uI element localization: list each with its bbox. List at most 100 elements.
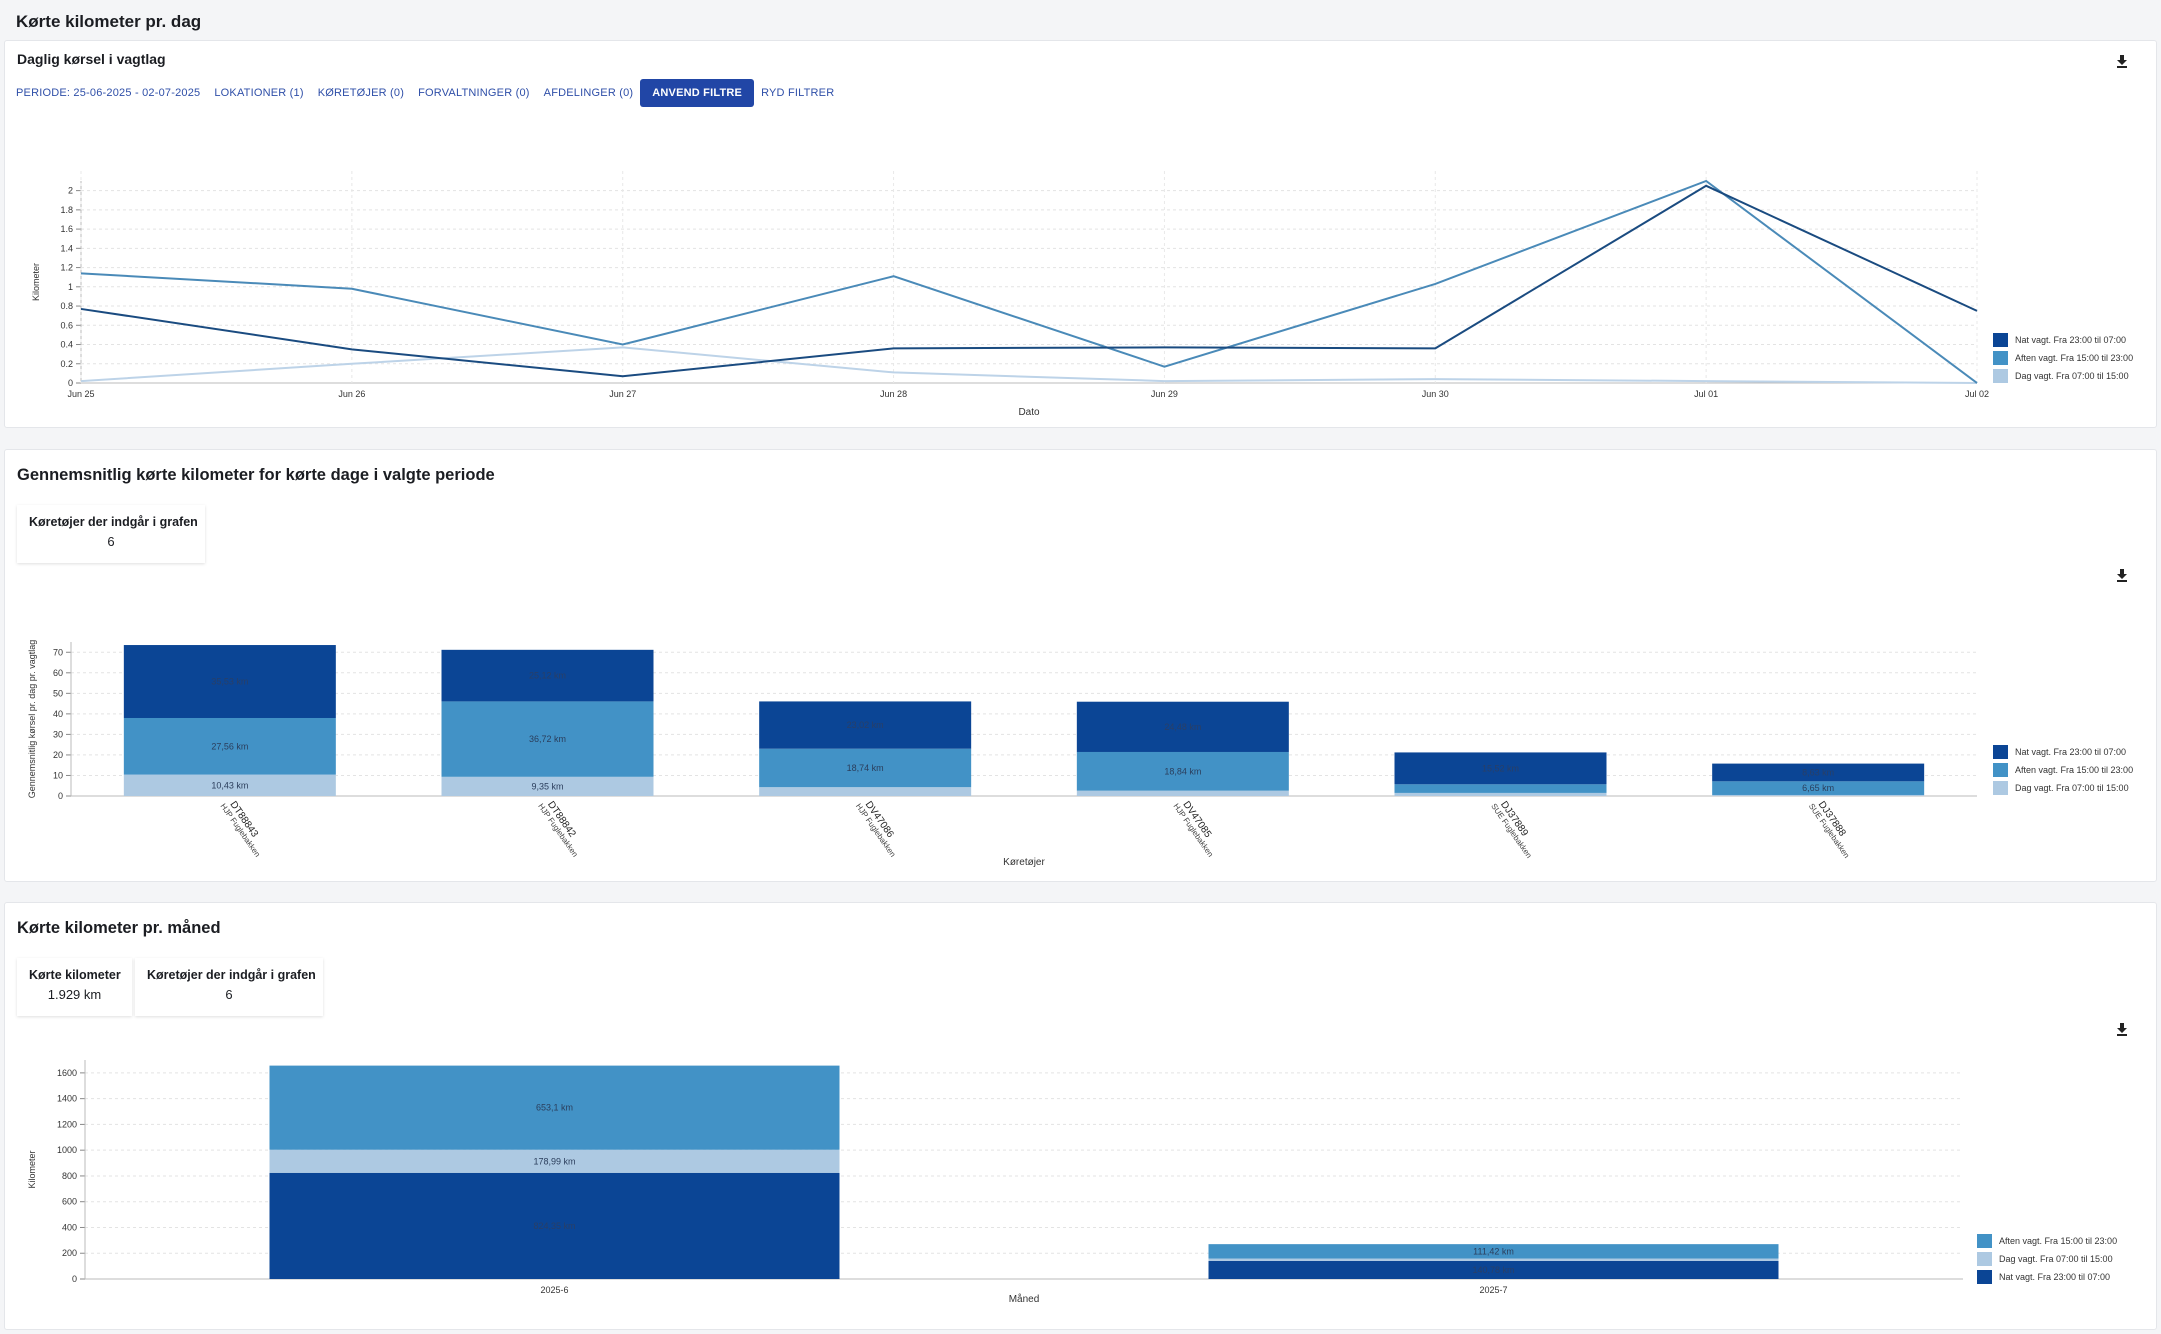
legend-label: Nat vagt. Fra 23:00 til 07:00 bbox=[2015, 335, 2126, 345]
apply-filters-button[interactable]: ANVEND FILTRE bbox=[640, 79, 755, 107]
x-tick-label: Jun 30 bbox=[1422, 389, 1449, 399]
data-label: 18,74 km bbox=[847, 763, 884, 773]
page-title: Kørte kilometer pr. dag bbox=[16, 12, 202, 31]
kpi-total-km: Kørte kilometer 1.929 km bbox=[17, 958, 132, 1016]
legend-label: Dag vagt. Fra 07:00 til 15:00 bbox=[2015, 783, 2129, 793]
legend-label: Dag vagt. Fra 07:00 til 15:00 bbox=[2015, 371, 2129, 381]
x-tick-label: Jul 01 bbox=[1694, 389, 1718, 399]
x-tick-label: Jun 29 bbox=[1151, 389, 1178, 399]
filter-departments[interactable]: AFDELINGER (0) bbox=[543, 87, 634, 99]
legend-label: Aften vagt. Fra 15:00 til 23:00 bbox=[2015, 765, 2133, 775]
x-tick-label: Jul 02 bbox=[1965, 389, 1989, 399]
filter-vehicles[interactable]: KØRETØJER (0) bbox=[317, 87, 405, 99]
bar-segment bbox=[1076, 751, 1289, 791]
clear-filters-button[interactable]: RYD FILTRER bbox=[761, 87, 835, 99]
data-label: 8,63 km bbox=[1802, 767, 1834, 777]
y-axis-label: Gennemsnitlig kørsel pr. dag pr. vagtlag bbox=[27, 640, 37, 799]
bar-segment bbox=[759, 701, 972, 749]
y-tick-label: 2 bbox=[68, 186, 73, 196]
data-label: 23,02 km bbox=[847, 720, 884, 730]
data-label: 9,35 km bbox=[531, 781, 563, 791]
legend-swatch bbox=[1977, 1270, 1992, 1284]
y-tick-label: 1.4 bbox=[60, 243, 73, 253]
data-label: 178,99 km bbox=[533, 1156, 575, 1166]
data-label: 35,53 km bbox=[211, 677, 248, 687]
legend-label: Dag vagt. Fra 07:00 til 15:00 bbox=[1999, 1254, 2113, 1264]
bar-segment bbox=[759, 787, 972, 796]
data-label: 10,43 km bbox=[211, 780, 248, 790]
legend-swatch bbox=[1977, 1252, 1992, 1266]
download-icon[interactable] bbox=[2114, 53, 2130, 69]
y-tick-label: 1200 bbox=[57, 1119, 77, 1129]
x-axis-label: Dato bbox=[1018, 407, 1040, 418]
series-line bbox=[80, 184, 1978, 378]
kpi-row: Køretøjer der indgår i grafen 6 bbox=[17, 505, 205, 563]
y-tick-label: 0 bbox=[72, 1274, 77, 1284]
bar-segment bbox=[123, 774, 336, 796]
bar-segment bbox=[269, 1149, 840, 1173]
data-label: 27,56 km bbox=[211, 741, 248, 751]
kpi-label: Køretøjer der indgår i grafen bbox=[29, 515, 198, 529]
legend-label: Nat vagt. Fra 23:00 til 07:00 bbox=[1999, 1272, 2110, 1282]
bar-segment bbox=[1076, 790, 1289, 796]
kpi-value: 1.929 km bbox=[47, 987, 102, 1002]
x-tick-label: Jun 25 bbox=[67, 389, 94, 399]
bar-segment bbox=[1208, 1244, 1779, 1259]
download-icon[interactable] bbox=[2114, 567, 2130, 583]
filter-administrations[interactable]: FORVALTNINGER (0) bbox=[418, 87, 530, 99]
data-label: 24,48 km bbox=[1164, 722, 1201, 732]
kpi-value: 6 bbox=[107, 534, 115, 549]
legend-swatch bbox=[1993, 333, 2008, 347]
monthly-km-title: Kørte kilometer pr. måned bbox=[17, 919, 221, 937]
y-tick-label: 1.2 bbox=[60, 263, 73, 273]
filter-bar: PERIODE: 25-06-2025 - 02-07-2025 LOKATIO… bbox=[9, 79, 841, 107]
bar-segment bbox=[123, 645, 336, 718]
bar-segment bbox=[269, 1172, 840, 1279]
y-tick-label: 0.8 bbox=[60, 301, 73, 311]
kpi-label: Køretøjer der indgår i grafen bbox=[147, 968, 316, 982]
y-tick-label: 1.8 bbox=[60, 205, 73, 215]
bar-segment bbox=[441, 701, 654, 777]
bar-segment bbox=[1394, 792, 1607, 796]
bar-segment bbox=[759, 748, 972, 788]
bar-segment bbox=[1394, 752, 1607, 785]
y-tick-label: 1.6 bbox=[60, 224, 73, 234]
daily-line-chart: 0 0.2 0.4 0.6 0.8 1 1.2 1.4 1.6 1.8 2 Jun 25 Jun 26 J… bbox=[31, 171, 2133, 418]
y-tick-label: 400 bbox=[62, 1222, 77, 1232]
filter-locations[interactable]: LOKATIONER (1) bbox=[214, 87, 304, 99]
x-axis-label: Måned bbox=[1009, 1293, 1040, 1305]
y-tick-label: 30 bbox=[53, 729, 63, 739]
y-tick-label: 10 bbox=[53, 770, 63, 780]
y-tick-label: 200 bbox=[62, 1248, 77, 1258]
data-label: 824,35 km bbox=[533, 1221, 575, 1231]
x-tick-label: Jun 27 bbox=[609, 389, 636, 399]
data-label: 653,1 km bbox=[536, 1103, 573, 1113]
y-tick-label: 70 bbox=[53, 647, 63, 657]
data-label: 6,65 km bbox=[1802, 783, 1834, 793]
bar-segment bbox=[1208, 1258, 1779, 1261]
bar-segment bbox=[1712, 781, 1925, 795]
y-tick-label: 0.2 bbox=[60, 359, 73, 369]
x-tick-label: 2025-7 bbox=[1479, 1285, 1507, 1295]
x-tick-label: 2025-6 bbox=[540, 1285, 568, 1295]
monthly-bar-chart: 0 200 400 600 800 1000 1200 1400 1600 824,35 km 17… bbox=[27, 1060, 2117, 1305]
bar-segment bbox=[123, 717, 336, 775]
download-icon[interactable] bbox=[2114, 1021, 2130, 1037]
x-tick-label: Jun 26 bbox=[338, 389, 365, 399]
filter-period[interactable]: PERIODE: 25-06-2025 - 02-07-2025 bbox=[16, 87, 201, 99]
average-bar-chart: 0 10 20 30 40 50 60 70 10,43 km 27,56 km 35,53 km D… bbox=[27, 640, 2133, 868]
x-tick-label: Jun 28 bbox=[880, 389, 907, 399]
kpi-row: Kørte kilometer 1.929 km Køretøjer der i… bbox=[17, 958, 323, 1016]
x-axis-label: Køretøjer bbox=[1003, 857, 1045, 868]
y-axis-label: Kilometer bbox=[27, 1150, 37, 1188]
y-tick-label: 0 bbox=[58, 791, 63, 801]
data-label: 140,78 km bbox=[1472, 1265, 1514, 1275]
legend-label: Aften vagt. Fra 15:00 til 23:00 bbox=[1999, 1236, 2117, 1246]
kpi-vehicles: Køretøjer der indgår i grafen 6 bbox=[135, 958, 323, 1016]
y-tick-label: 1000 bbox=[57, 1145, 77, 1155]
